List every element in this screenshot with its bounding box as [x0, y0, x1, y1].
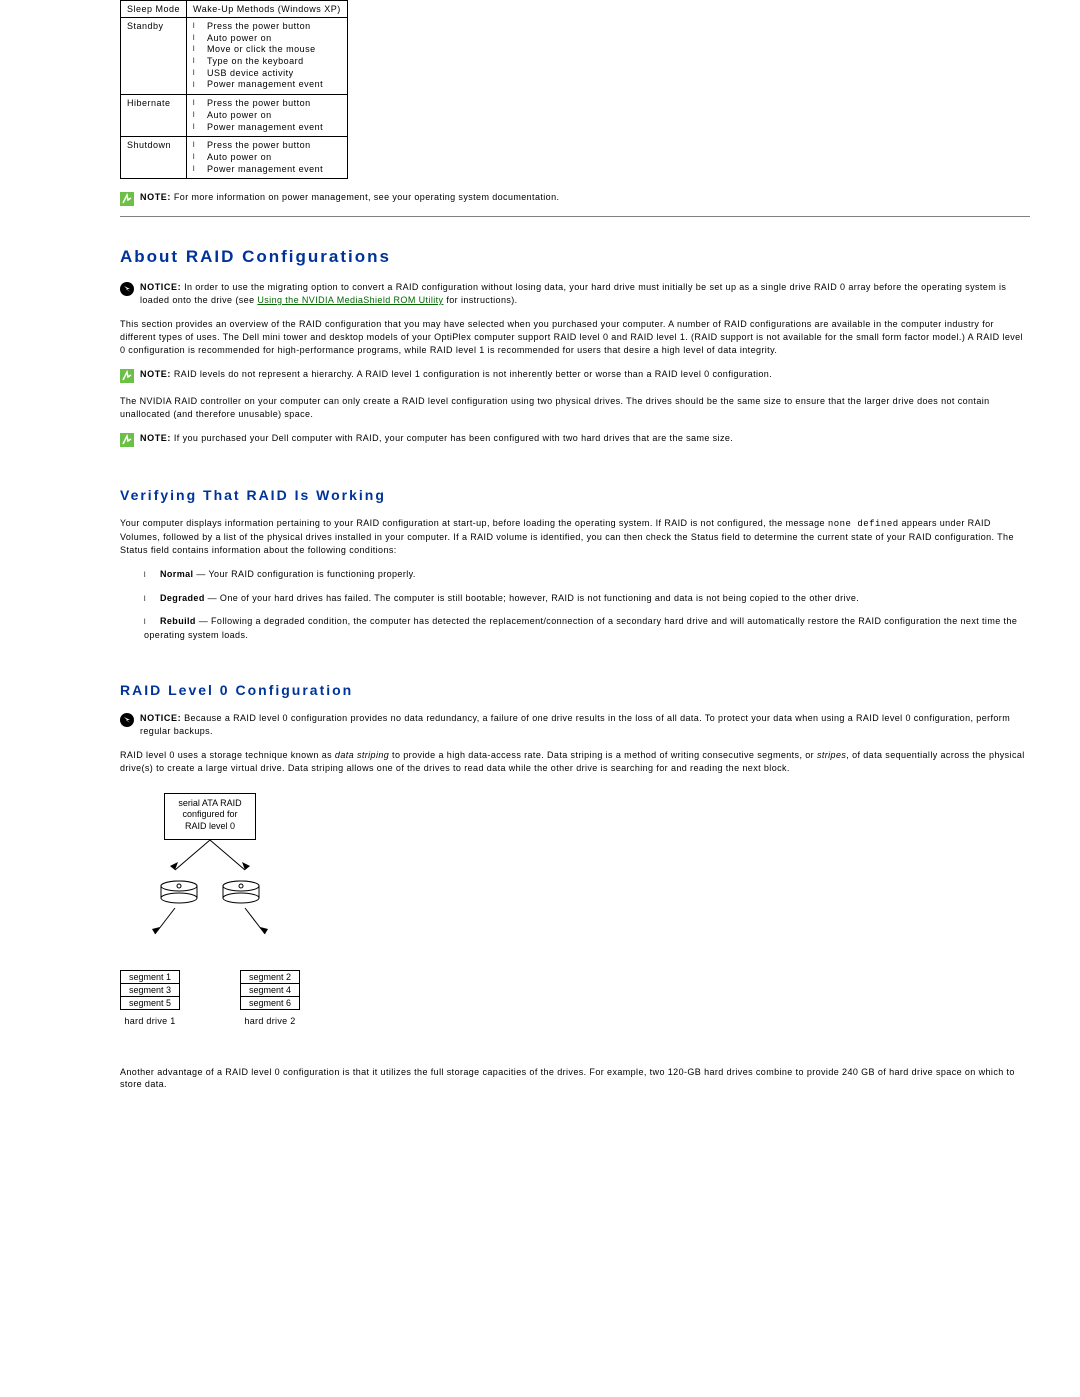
drive-icon — [159, 880, 199, 908]
notice-text: NOTICE: In order to use the migrating op… — [140, 281, 1030, 306]
link-mediashield[interactable]: Using the NVIDIA MediaShield ROM Utility — [257, 295, 443, 305]
list-item: Power management event — [193, 122, 341, 134]
notice-text: NOTICE: Because a RAID level 0 configura… — [140, 712, 1030, 737]
notice-icon — [120, 282, 134, 296]
mode-shutdown: Shutdown — [121, 137, 187, 179]
heading-about-raid: About RAID Configurations — [120, 247, 1030, 267]
list-item: Power management event — [193, 164, 341, 176]
hibernate-list: Press the power button Auto power on Pow… — [193, 98, 341, 133]
segment: segment 6 — [240, 997, 300, 1010]
list-item: Power management event — [193, 79, 341, 91]
list-item: Type on the keyboard — [193, 56, 341, 68]
note-text: NOTE: RAID levels do not represent a hie… — [140, 368, 1030, 381]
notice-icon — [120, 713, 134, 727]
th-sleep: Sleep Mode — [121, 1, 187, 18]
hd-label-2: hard drive 2 — [240, 1016, 300, 1026]
segment-col-left: segment 1 segment 3 segment 5 hard drive… — [120, 970, 180, 1026]
diagram-top-box: serial ATA RAID configured for RAID leve… — [164, 793, 256, 840]
list-item: Press the power button — [193, 21, 341, 33]
standby-list: Press the power button Auto power on Mov… — [193, 21, 341, 91]
heading-raid0: RAID Level 0 Configuration — [120, 682, 1030, 698]
hd-label-1: hard drive 1 — [120, 1016, 180, 1026]
verify-p1: Your computer displays information perta… — [120, 517, 1030, 556]
note-text: NOTE: For more information on power mana… — [140, 191, 1030, 204]
list-item: Auto power on — [193, 152, 341, 164]
condition-normal: Normal — Your RAID configuration is func… — [144, 568, 1030, 582]
raid0-p1: RAID level 0 uses a storage technique kn… — [120, 749, 1030, 774]
note-hierarchy: NOTE: RAID levels do not represent a hie… — [120, 368, 1030, 383]
drive-icon — [221, 880, 261, 908]
conditions-list: Normal — Your RAID configuration is func… — [120, 568, 1030, 642]
note-pm: NOTE: For more information on power mana… — [120, 191, 1030, 206]
note-preconfig: NOTE: If you purchased your Dell compute… — [120, 432, 1030, 447]
segment: segment 4 — [240, 984, 300, 997]
mode-hibernate: Hibernate — [121, 95, 187, 137]
divider — [120, 216, 1030, 217]
segment: segment 3 — [120, 984, 180, 997]
list-item: Auto power on — [193, 110, 341, 122]
list-item: Auto power on — [193, 33, 341, 45]
segment: segment 5 — [120, 997, 180, 1010]
segment-col-right: segment 2 segment 4 segment 6 hard drive… — [240, 970, 300, 1026]
condition-rebuild: Rebuild — Following a degraded condition… — [144, 615, 1030, 642]
note-icon — [120, 369, 134, 383]
notice-raid0: NOTICE: Because a RAID level 0 configura… — [120, 712, 1030, 737]
sleep-table: Sleep Mode Wake-Up Methods (Windows XP) … — [120, 0, 348, 179]
note-text: NOTE: If you purchased your Dell compute… — [140, 432, 1030, 445]
raid0-p2: Another advantage of a RAID level 0 conf… — [120, 1066, 1030, 1091]
list-item: USB device activity — [193, 68, 341, 80]
raid0-diagram: serial ATA RAID configured for RAID leve… — [120, 793, 300, 1026]
mode-standby: Standby — [121, 18, 187, 95]
segment: segment 2 — [240, 970, 300, 984]
shutdown-list: Press the power button Auto power on Pow… — [193, 140, 341, 175]
heading-verifying: Verifying That RAID Is Working — [120, 487, 1030, 503]
note-icon — [120, 192, 134, 206]
segment: segment 1 — [120, 970, 180, 984]
list-item: Press the power button — [193, 98, 341, 110]
about-p1: This section provides an overview of the… — [120, 318, 1030, 356]
th-wake: Wake-Up Methods (Windows XP) — [187, 1, 348, 18]
note-icon — [120, 433, 134, 447]
list-item: Move or click the mouse — [193, 44, 341, 56]
diagram-arrows — [120, 840, 300, 880]
list-item: Press the power button — [193, 140, 341, 152]
diagram-arrows-2 — [120, 908, 300, 938]
about-p2: The NVIDIA RAID controller on your compu… — [120, 395, 1030, 420]
condition-degraded: Degraded — One of your hard drives has f… — [144, 592, 1030, 606]
notice-migrate: NOTICE: In order to use the migrating op… — [120, 281, 1030, 306]
